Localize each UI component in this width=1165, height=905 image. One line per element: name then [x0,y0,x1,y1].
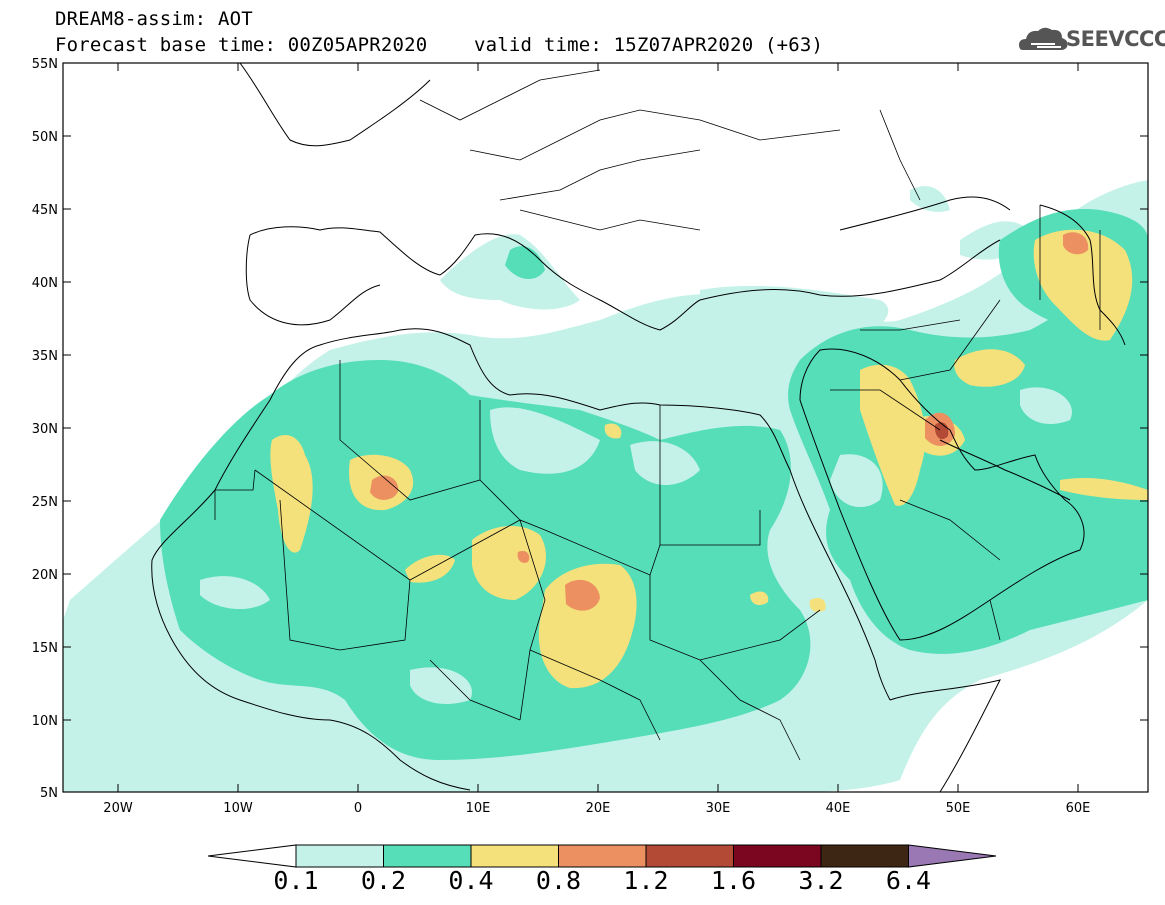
colorbar-label-1: 0.2 [360,866,407,895]
latitude-labels: 55N 50N 45N 40N 35N 30N 25N 20N 15N 10N … [32,57,58,801]
aot-band-0.4 [270,229,1148,689]
colorbar-label-7: 6.4 [885,866,932,895]
colorbar-label-0: 0.1 [273,866,319,895]
coastlines [151,63,1126,792]
cloud-logo-icon [1019,27,1068,50]
lon-label-30e: 30E [706,801,731,816]
lat-label-10n: 10N [32,714,58,729]
lon-label-10e: 10E [466,801,491,816]
lat-label-45n: 45N [32,203,58,218]
lat-label-30n: 30N [32,422,58,437]
colorbar-label-2: 0.4 [448,866,494,895]
lat-label-40n: 40N [32,276,58,291]
lat-label-50n: 50N [32,130,58,145]
lon-label-40e: 40E [826,801,851,816]
logo-text: SEEVCCC [1066,27,1165,51]
title-line-2: Forecast base time: 00Z05APR2020 valid t… [55,34,824,56]
colorbar [207,844,997,868]
lat-label-20n: 20N [32,568,58,583]
colorbar-label-3: 0.8 [535,866,582,895]
longitude-labels: 20W 10W 0 10E 20E 30E 40E 50E 60E [103,801,1090,816]
colorbar-swatch-0.4 [470,844,559,868]
colorbar-over-arrow [908,844,997,868]
lon-label-10w: 10W [223,801,253,816]
country-borders [214,69,1101,761]
lat-label-35n: 35N [32,349,58,364]
lat-label-25n: 25N [32,495,58,510]
lat-label-5n: 5N [40,786,58,801]
colorbar-swatch-1.6 [733,844,822,868]
lat-label-15n: 15N [32,641,58,656]
aot-fields [63,63,1148,792]
colorbar-swatch-0.2 [383,844,472,868]
colorbar-swatch-0.8 [558,844,647,868]
lon-label-20e: 20E [586,801,611,816]
colorbar-swatch-0.1 [295,844,384,868]
lon-label-0: 0 [354,801,362,816]
colorbar-label-4: 1.2 [623,866,669,895]
colorbar-swatch-1.2 [645,844,734,868]
colorbar-label-6: 3.2 [798,866,844,895]
axis-ticks [63,62,1148,792]
lon-label-50e: 50E [946,801,971,816]
lat-label-55n: 55N [32,57,58,72]
colorbar-label-5: 1.6 [710,866,757,895]
lon-label-60e: 60E [1066,801,1091,816]
colorbar-under-arrow [207,844,297,868]
title-line-1: DREAM8-assim: AOT [55,8,253,30]
aot-holes [200,387,1072,705]
lon-label-20w: 20W [103,801,133,816]
colorbar-swatch-3.2 [820,844,909,868]
